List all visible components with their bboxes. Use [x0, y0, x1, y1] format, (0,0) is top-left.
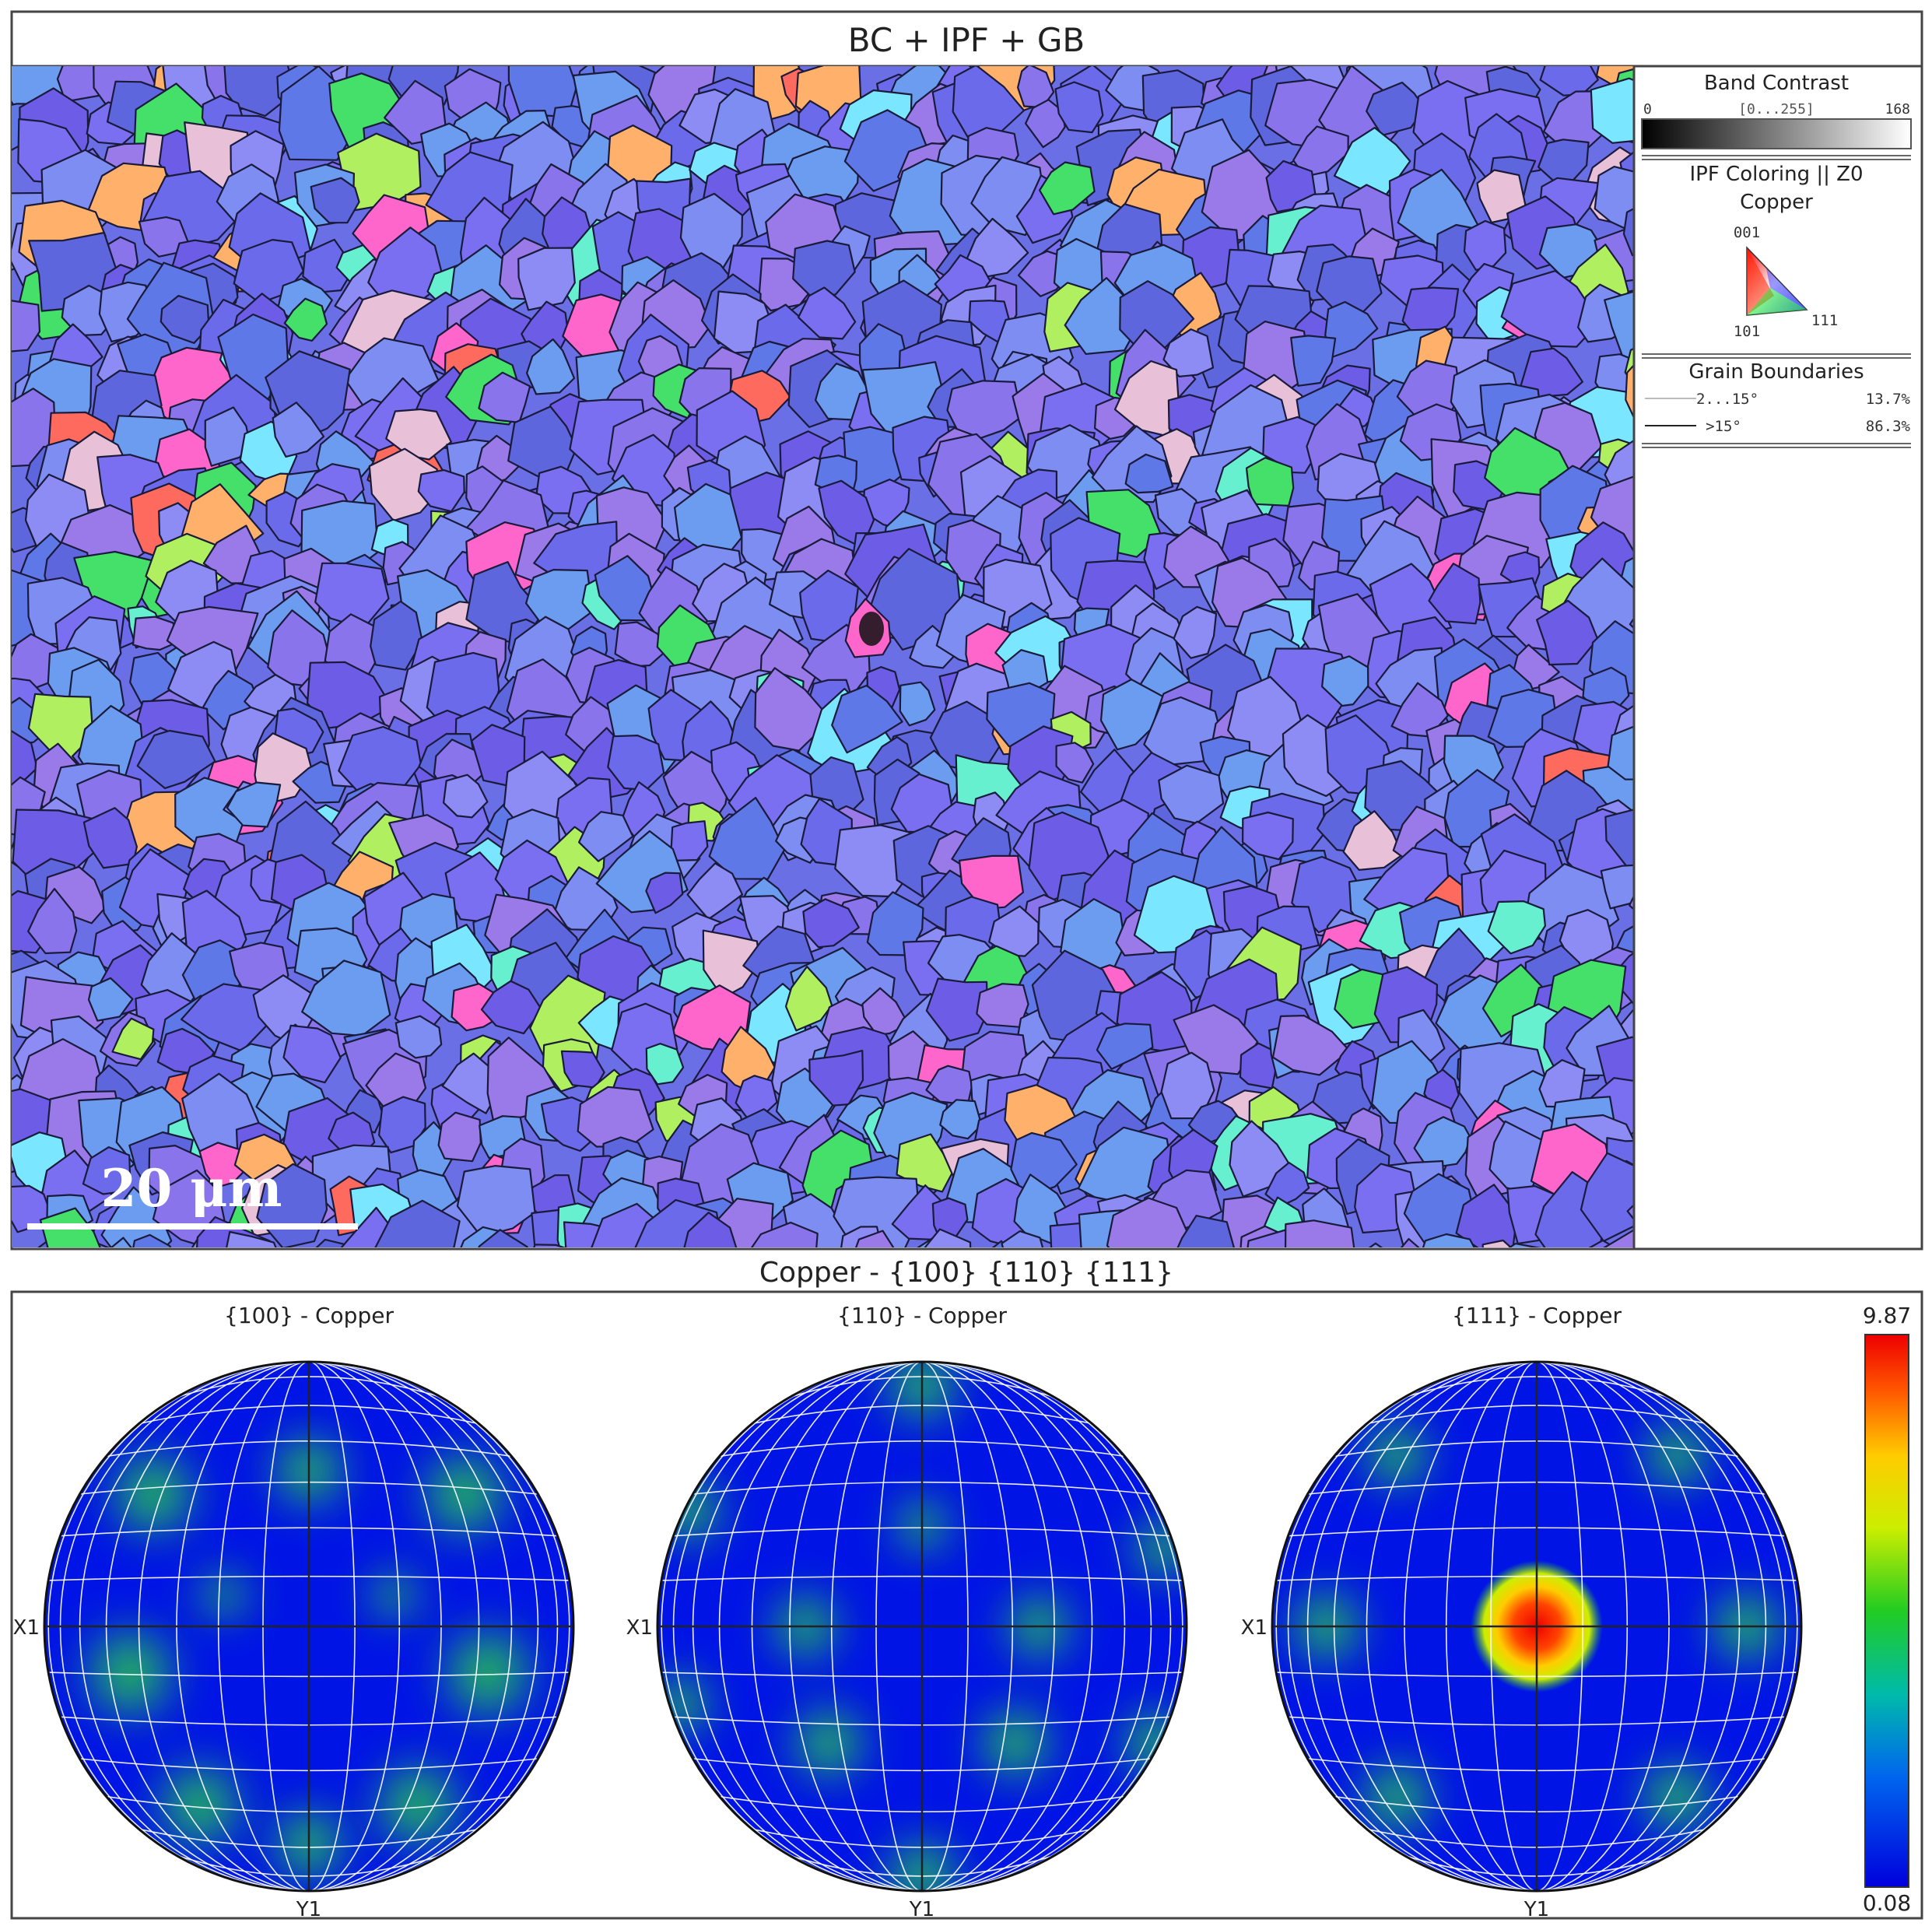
pole-figure-label-2: {110} - Copper — [837, 1303, 1007, 1328]
colorbar-max: 9.87 — [1863, 1303, 1911, 1328]
band-contrast-bar — [1641, 118, 1912, 149]
ipf-corner-111: 111 — [1811, 312, 1838, 329]
colorbar-gradient — [1864, 1334, 1909, 1888]
y-axis-label: Y1 — [1524, 1898, 1549, 1921]
scale-bar-label: 20 μm — [101, 1158, 282, 1219]
colorbar-min: 0.08 — [1863, 1890, 1911, 1916]
pole-figure-1: {100} - Copper X1 Y1 — [13, 1303, 575, 1921]
gb-row-low-label: 2...15° — [1696, 391, 1758, 408]
y-axis-label: Y1 — [909, 1898, 934, 1921]
grain-boundaries-title: Grain Boundaries — [1688, 360, 1864, 384]
band-contrast-range: [0...255] — [1738, 101, 1815, 118]
band-contrast-min: 0 — [1643, 101, 1652, 118]
x-axis-label: X1 — [1241, 1616, 1268, 1640]
pole-figure-2: {110} - Copper X1 Y1 — [626, 1303, 1188, 1921]
ipf-corner-101: 101 — [1734, 323, 1760, 340]
ebsd-map — [12, 66, 1634, 1247]
gb-row-high-fraction: 86.3% — [1866, 418, 1911, 435]
pole-figure-frame — [10, 1290, 1923, 1920]
gb-row-low-fraction: 13.7% — [1866, 391, 1911, 408]
pole-figure-3: {111} - Copper X1 Y1 — [1241, 1303, 1803, 1921]
band-contrast-max: 168 — [1885, 101, 1910, 118]
x-axis-label: X1 — [13, 1616, 40, 1640]
ipf-corner-001: 001 — [1734, 224, 1760, 241]
scale-bar: 20 μm — [27, 1158, 358, 1230]
map-legend: Band Contrast 0 [0...255] 168 IPF Colori… — [1641, 72, 1912, 448]
pole-figure-label-1: {100} - Copper — [224, 1303, 394, 1328]
gb-row-high-label: >15° — [1706, 418, 1741, 435]
ipf-phase: Copper — [1740, 191, 1813, 214]
ipf-triangle-key — [1746, 246, 1808, 316]
colorbar: 9.87 0.08 — [1863, 1303, 1911, 1916]
pole-figure-title: Copper - {100} {110} {111} — [759, 1257, 1173, 1289]
y-axis-label: Y1 — [296, 1898, 321, 1921]
pole-figure-label-3: {111} - Copper — [1452, 1303, 1622, 1328]
x-axis-label: X1 — [626, 1616, 653, 1640]
band-contrast-title: Band Contrast — [1704, 72, 1849, 95]
ipf-title: IPF Coloring || Z0 — [1689, 163, 1863, 186]
map-title: BC + IPF + GB — [848, 21, 1085, 59]
